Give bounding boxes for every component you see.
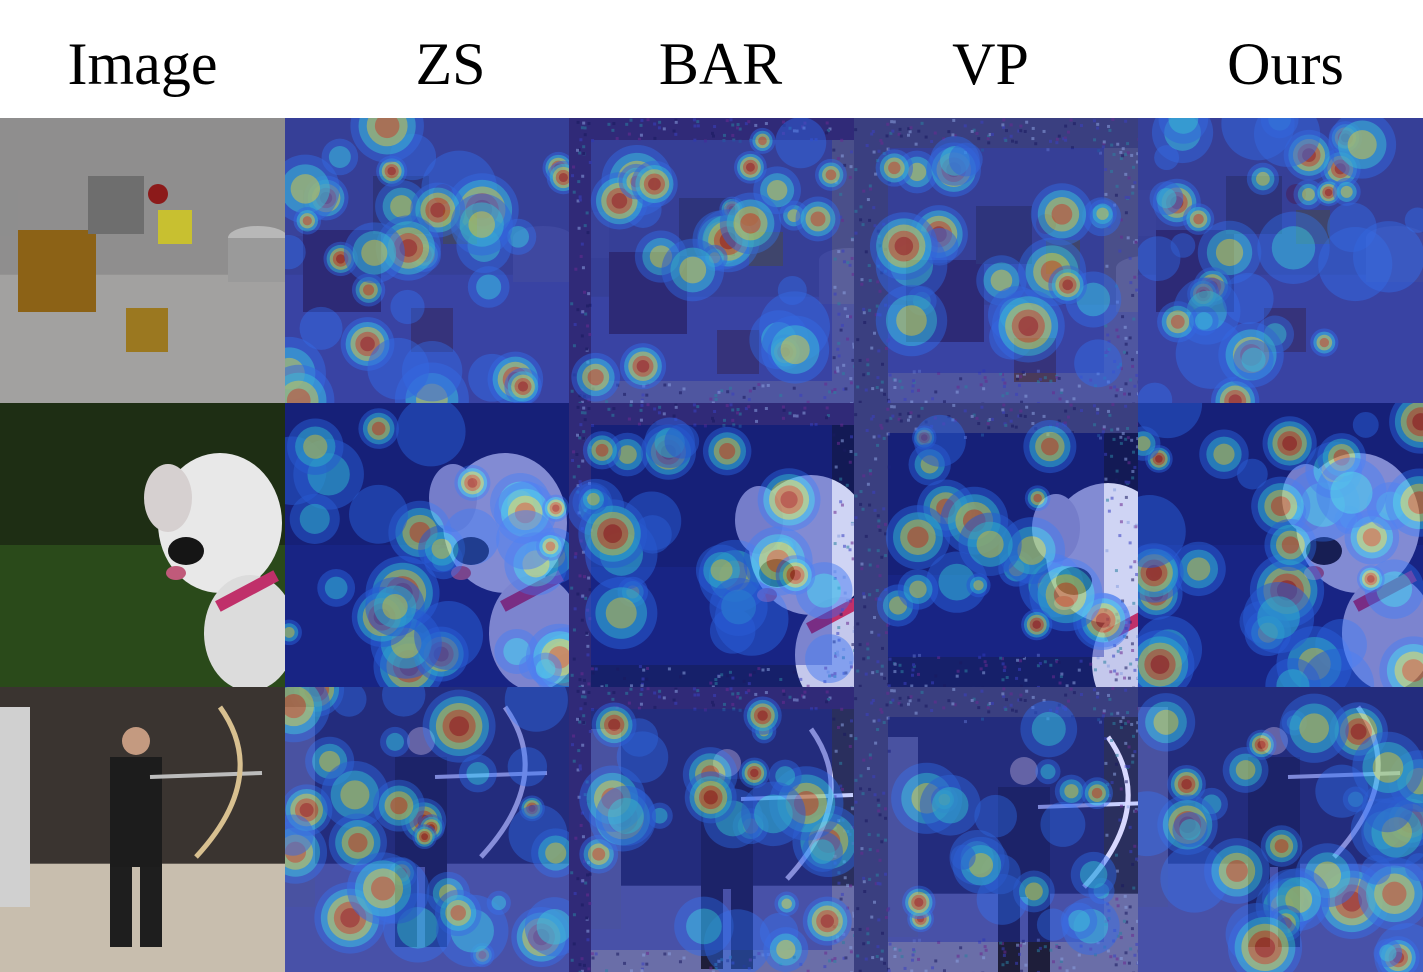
- attention-heatmap: [854, 687, 1138, 972]
- column-title-vp: VP: [952, 31, 1029, 97]
- attention-heatmap: [854, 118, 1138, 403]
- attention-heatmap: [285, 403, 569, 687]
- cell-dog-2: [569, 403, 854, 687]
- source-image: [0, 403, 285, 687]
- source-image: [0, 687, 285, 972]
- column-title-zs: ZS: [415, 31, 486, 97]
- column-title-ours: Ours: [1227, 31, 1344, 97]
- cell-clevr-scene-2: [569, 118, 854, 403]
- cell-archer-0: [0, 687, 285, 972]
- attention-heatmap: [285, 687, 569, 972]
- attention-heatmap: [1138, 687, 1423, 972]
- attention-heatmap: [854, 403, 1138, 687]
- cell-clevr-scene-4: [1138, 118, 1423, 403]
- cell-dog-3: [854, 403, 1138, 687]
- cell-archer-1: [285, 687, 569, 972]
- cell-clevr-scene-0: [0, 118, 285, 403]
- column-header-row: Image ZS BAR VP Ours: [0, 0, 1423, 118]
- attention-heatmap: [569, 687, 854, 972]
- column-title-image: Image: [67, 31, 218, 97]
- cell-clevr-scene-3: [854, 118, 1138, 403]
- column-title-bar: BAR: [658, 31, 783, 97]
- cell-clevr-scene-1: [285, 118, 569, 403]
- attention-heatmap: [569, 403, 854, 687]
- cell-archer-4: [1138, 687, 1423, 972]
- attention-heatmap: [285, 118, 569, 403]
- cell-archer-3: [854, 687, 1138, 972]
- cell-dog-0: [0, 403, 285, 687]
- image-grid: [0, 118, 1423, 972]
- attention-heatmap: [569, 118, 854, 403]
- attention-heatmap: [1138, 403, 1423, 687]
- cell-dog-4: [1138, 403, 1423, 687]
- attention-heatmap: [1138, 118, 1423, 403]
- source-image: [0, 118, 285, 403]
- cell-archer-2: [569, 687, 854, 972]
- cell-dog-1: [285, 403, 569, 687]
